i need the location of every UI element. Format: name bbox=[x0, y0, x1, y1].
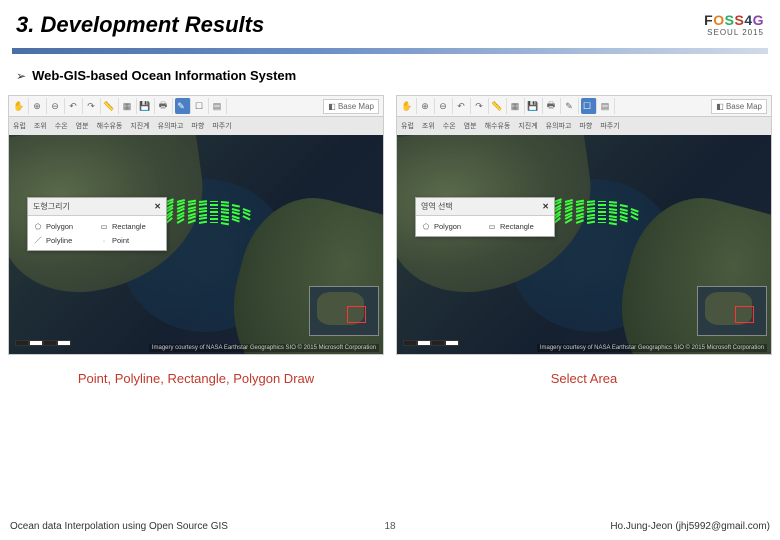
back-icon[interactable]: ↶ bbox=[67, 98, 83, 114]
layers-icon[interactable]: ▤ bbox=[599, 98, 615, 114]
page-title: 3. Development Results bbox=[16, 12, 264, 38]
tab-item[interactable]: 수온 bbox=[55, 121, 68, 131]
map-panel-right: ✋ ⊕ ⊖ ↶ ↷ 📏 ▦ 💾 🖶 ✎ ☐ ▤ ◧ Base Map 유럽 조위… bbox=[396, 95, 772, 386]
tool-rectangle[interactable]: ▭Rectangle bbox=[99, 221, 161, 231]
polygon-icon: ⬠ bbox=[33, 221, 43, 231]
draw-icon[interactable]: ✎ bbox=[563, 98, 579, 114]
map-toolbar-left: ✋ ⊕ ⊖ ↶ ↷ 📏 ▦ 💾 🖶 ✎ ☐ ▤ ◧ Base Map bbox=[8, 95, 384, 117]
overview-map[interactable] bbox=[697, 286, 767, 336]
rectangle-icon: ▭ bbox=[99, 221, 109, 231]
print-icon[interactable]: 🖶 bbox=[157, 98, 173, 114]
save-icon[interactable]: 💾 bbox=[139, 98, 155, 114]
map-toolbar-right: ✋ ⊕ ⊖ ↶ ↷ 📏 ▦ 💾 🖶 ✎ ☐ ▤ ◧ Base Map bbox=[396, 95, 772, 117]
caption-right: Select Area bbox=[396, 371, 772, 386]
select-icon[interactable]: ☐ bbox=[581, 98, 597, 114]
layer-tabs-left: 유럽 조위 수온 염분 해수유동 지진계 유의파고 파향 파주기 bbox=[8, 117, 384, 135]
forward-icon[interactable]: ↷ bbox=[473, 98, 489, 114]
basemap-button[interactable]: ◧ Base Map bbox=[711, 99, 767, 114]
tab-item[interactable]: 파향 bbox=[191, 121, 204, 131]
print-icon[interactable]: 🖶 bbox=[545, 98, 561, 114]
bullet-icon: ➢ bbox=[16, 69, 26, 83]
extent-box bbox=[347, 306, 366, 323]
save-icon[interactable]: 💾 bbox=[527, 98, 543, 114]
map-canvas-right[interactable]: 영역 선택 ✕ ⬠Polygon ▭Rectangle Imagery cour… bbox=[396, 135, 772, 355]
overview-map[interactable] bbox=[309, 286, 379, 336]
tab-item[interactable]: 유의파고 bbox=[546, 121, 572, 131]
point-icon: · bbox=[99, 235, 109, 245]
layers-icon[interactable]: ▤ bbox=[211, 98, 227, 114]
zoom-in-icon[interactable]: ⊕ bbox=[419, 98, 435, 114]
tab-item[interactable]: 조위 bbox=[34, 121, 47, 131]
tab-item[interactable]: 염분 bbox=[76, 121, 89, 131]
logo-text: FOSS4G bbox=[704, 12, 764, 28]
draw-tools-popup: 도형그리기 ✕ ⬠Polygon ▭Rectangle ／Polyline ·P… bbox=[27, 197, 167, 251]
tab-item[interactable]: 파향 bbox=[579, 121, 592, 131]
close-icon[interactable]: ✕ bbox=[542, 202, 549, 211]
map-attribution: Imagery courtesy of NASA Earthstar Geogr… bbox=[149, 344, 379, 352]
tool-polygon[interactable]: ⬠Polygon bbox=[421, 221, 483, 231]
draw-icon[interactable]: ✎ bbox=[175, 98, 191, 114]
map-canvas-left[interactable]: 도형그리기 ✕ ⬠Polygon ▭Rectangle ／Polyline ·P… bbox=[8, 135, 384, 355]
layer-tabs-right: 유럽 조위 수온 염분 해수유동 지진계 유의파고 파향 파주기 bbox=[396, 117, 772, 135]
hand-icon[interactable]: ✋ bbox=[13, 98, 29, 114]
extent-box bbox=[735, 306, 754, 323]
close-icon[interactable]: ✕ bbox=[154, 202, 161, 211]
header-divider bbox=[12, 48, 768, 54]
tool-rectangle[interactable]: ▭Rectangle bbox=[487, 221, 549, 231]
tool-point[interactable]: ·Point bbox=[99, 235, 161, 245]
map-panel-left: ✋ ⊕ ⊖ ↶ ↷ 📏 ▦ 💾 🖶 ✎ ☐ ▤ ◧ Base Map 유럽 조위… bbox=[8, 95, 384, 386]
popup-header: 영역 선택 ✕ bbox=[416, 198, 554, 216]
caption-left: Point, Polyline, Rectangle, Polygon Draw bbox=[8, 371, 384, 386]
logo-subtitle: SEOUL 2015 bbox=[707, 28, 764, 37]
zoom-out-icon[interactable]: ⊖ bbox=[437, 98, 453, 114]
tab-item[interactable]: 조위 bbox=[422, 121, 435, 131]
tab-item[interactable]: 염분 bbox=[464, 121, 477, 131]
area-icon[interactable]: ▦ bbox=[509, 98, 525, 114]
current-vectors bbox=[166, 201, 286, 301]
page-number: 18 bbox=[384, 521, 395, 532]
zoom-out-icon[interactable]: ⊖ bbox=[49, 98, 65, 114]
rectangle-icon: ▭ bbox=[487, 221, 497, 231]
tab-item[interactable]: 수온 bbox=[443, 121, 456, 131]
polyline-icon: ／ bbox=[33, 235, 43, 245]
footer-right: Ho.Jung-Jeon (jhj5992@gmail.com) bbox=[610, 521, 770, 532]
tab-item[interactable]: 파주기 bbox=[212, 121, 231, 131]
tool-polyline[interactable]: ／Polyline bbox=[33, 235, 95, 245]
ruler-icon[interactable]: 📏 bbox=[103, 98, 119, 114]
tab-item[interactable]: 유럽 bbox=[401, 121, 414, 131]
tab-item[interactable]: 지진계 bbox=[518, 121, 537, 131]
tab-item[interactable]: 유의파고 bbox=[158, 121, 184, 131]
tool-polygon[interactable]: ⬠Polygon bbox=[33, 221, 95, 231]
current-vectors bbox=[554, 201, 674, 301]
slide-footer: Ocean data Interpolation using Open Sour… bbox=[0, 521, 780, 532]
tab-item[interactable]: 해수유동 bbox=[97, 121, 123, 131]
select-area-popup: 영역 선택 ✕ ⬠Polygon ▭Rectangle bbox=[415, 197, 555, 237]
back-icon[interactable]: ↶ bbox=[455, 98, 471, 114]
scale-bar bbox=[403, 340, 459, 348]
popup-header: 도형그리기 ✕ bbox=[28, 198, 166, 216]
area-icon[interactable]: ▦ bbox=[121, 98, 137, 114]
forward-icon[interactable]: ↷ bbox=[85, 98, 101, 114]
basemap-button[interactable]: ◧ Base Map bbox=[323, 99, 379, 114]
hand-icon[interactable]: ✋ bbox=[401, 98, 417, 114]
scale-bar bbox=[15, 340, 71, 348]
footer-left: Ocean data Interpolation using Open Sour… bbox=[10, 521, 228, 532]
subtitle-row: ➢ Web-GIS-based Ocean Information System bbox=[0, 64, 780, 95]
ruler-icon[interactable]: 📏 bbox=[491, 98, 507, 114]
subtitle-text: Web-GIS-based Ocean Information System bbox=[32, 68, 296, 83]
tab-item[interactable]: 해수유동 bbox=[485, 121, 511, 131]
tab-item[interactable]: 파주기 bbox=[600, 121, 619, 131]
popup-title: 도형그리기 bbox=[33, 201, 70, 212]
zoom-in-icon[interactable]: ⊕ bbox=[31, 98, 47, 114]
polygon-icon: ⬠ bbox=[421, 221, 431, 231]
tab-item[interactable]: 지진계 bbox=[130, 121, 149, 131]
map-attribution: Imagery courtesy of NASA Earthstar Geogr… bbox=[537, 344, 767, 352]
select-icon[interactable]: ☐ bbox=[193, 98, 209, 114]
tab-item[interactable]: 유럽 bbox=[13, 121, 26, 131]
conference-logo: FOSS4G SEOUL 2015 bbox=[704, 12, 764, 37]
popup-title: 영역 선택 bbox=[421, 201, 453, 212]
